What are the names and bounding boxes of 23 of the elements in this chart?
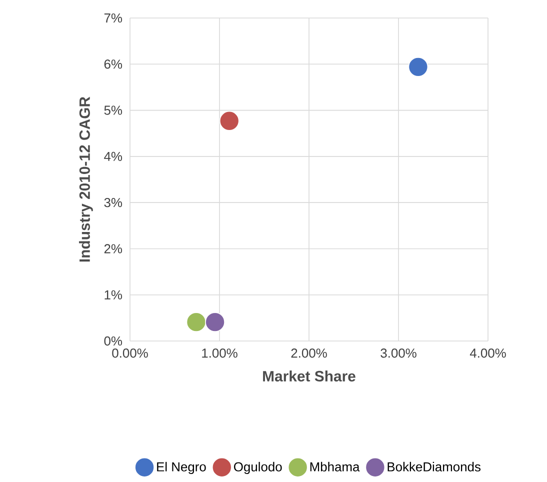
point: [219, 111, 240, 131]
y-tick-label: 5%: [104, 106, 122, 115]
x-tick-label: 3.00%: [380, 348, 416, 358]
y-tick-label: 3%: [104, 198, 122, 208]
y-tick-label: 7%: [104, 13, 122, 23]
legend-label: BokkeDiamonds: [388, 462, 480, 472]
point: [186, 312, 206, 332]
y-tick-label: 4%: [104, 152, 122, 161]
y-tick-label: 0%: [104, 336, 122, 346]
legend-label: El Negro: [157, 462, 206, 474]
x-tick-label: 4.00%: [470, 348, 506, 358]
legend-label: Ogulodo: [234, 462, 282, 474]
x-tick-label: 2.00%: [291, 348, 327, 358]
y-tick-label: 6%: [104, 60, 122, 69]
y-tick-label: 2%: [104, 244, 122, 254]
x-tick-label: 0.00%: [112, 348, 148, 358]
x-axis-title: Market Share: [263, 370, 356, 382]
y-axis-title: Industry 2010-12 CAGR: [78, 96, 93, 262]
y-tick-label: 1%: [104, 290, 122, 300]
point: [408, 57, 428, 77]
x-tick-label: 1.00%: [202, 348, 238, 358]
legend-label: Mbhama: [310, 462, 360, 472]
point: [205, 312, 225, 332]
